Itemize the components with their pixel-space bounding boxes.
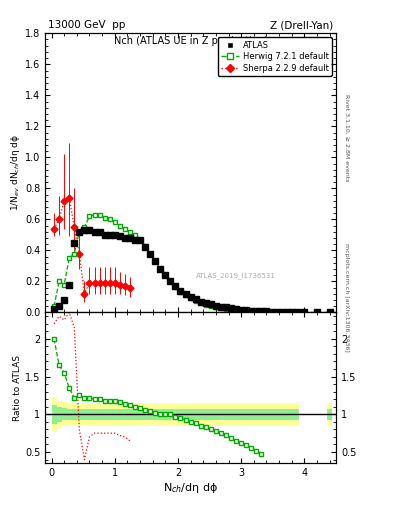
Text: ATLAS_2019_I1736531: ATLAS_2019_I1736531	[196, 272, 276, 279]
X-axis label: N$_{ch}$/dη dϕ: N$_{ch}$/dη dϕ	[163, 481, 218, 495]
Y-axis label: 1/N$_{ev}$ dN$_{ch}$/dη dϕ: 1/N$_{ev}$ dN$_{ch}$/dη dϕ	[9, 134, 22, 211]
Y-axis label: Ratio to ATLAS: Ratio to ATLAS	[13, 355, 22, 421]
Text: 13000 GeV  pp: 13000 GeV pp	[48, 20, 125, 31]
Text: Z (Drell-Yan): Z (Drell-Yan)	[270, 20, 333, 31]
Text: mcplots.cern.ch [arXiv:1306.3436]: mcplots.cern.ch [arXiv:1306.3436]	[344, 243, 349, 351]
Text: Rivet 3.1.10, ≥ 2.8M events: Rivet 3.1.10, ≥ 2.8M events	[344, 95, 349, 182]
Text: Nch (ATLAS UE in Z production): Nch (ATLAS UE in Z production)	[114, 36, 268, 46]
Legend: ATLAS, Herwig 7.2.1 default, Sherpa 2.2.9 default: ATLAS, Herwig 7.2.1 default, Sherpa 2.2.…	[218, 37, 332, 76]
